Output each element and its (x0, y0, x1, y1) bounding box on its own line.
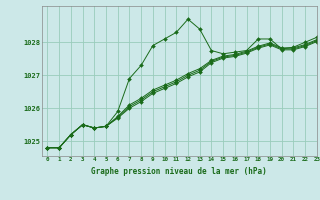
X-axis label: Graphe pression niveau de la mer (hPa): Graphe pression niveau de la mer (hPa) (91, 167, 267, 176)
